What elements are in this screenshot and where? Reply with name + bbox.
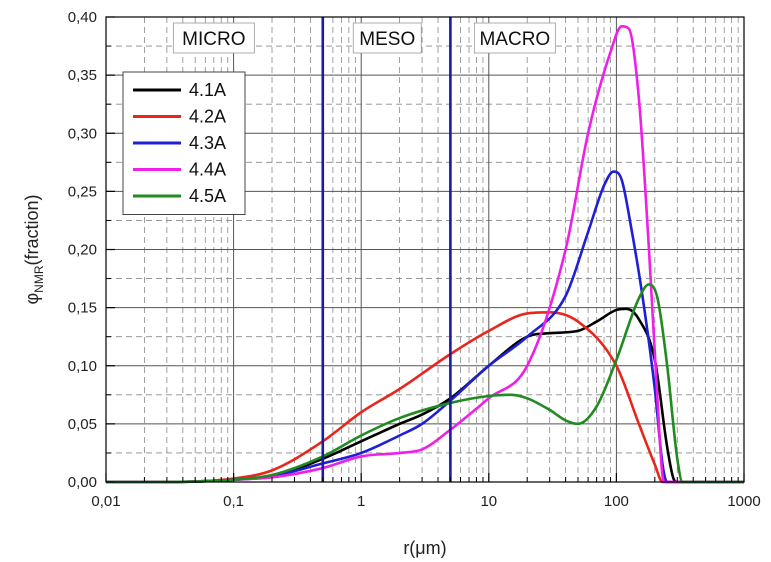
series-line-4-3A bbox=[106, 170, 744, 484]
y-axis-subscript: NMR bbox=[32, 265, 46, 293]
y-tick-label: 0,05 bbox=[68, 416, 97, 433]
series-layer bbox=[106, 25, 744, 484]
x-axis-title: r(μm) bbox=[403, 538, 446, 558]
x-tick-label: 100 bbox=[604, 493, 629, 510]
y-tick-label: 0,25 bbox=[68, 183, 97, 200]
y-tick-label: 0,40 bbox=[68, 9, 97, 26]
region-label: MACRO bbox=[479, 29, 550, 50]
legend-label: 4.3A bbox=[189, 133, 226, 153]
y-axis-title: φNMR(fraction) bbox=[22, 194, 46, 304]
y-axis-unit: (fraction) bbox=[22, 194, 42, 265]
region-label: MICRO bbox=[182, 29, 245, 50]
axis-ticks bbox=[105, 16, 745, 483]
region-label-box bbox=[172, 22, 255, 54]
legend-label: 4.5A bbox=[189, 186, 226, 206]
region-label-box bbox=[473, 22, 556, 54]
x-tick-label: 1000 bbox=[727, 493, 760, 510]
y-axis-symbol: φ bbox=[22, 293, 42, 305]
legend-label: 4.4A bbox=[189, 160, 226, 180]
x-tick-label: 1 bbox=[357, 493, 365, 510]
y-tick-label: 0,30 bbox=[68, 125, 97, 142]
series-line-4-2A bbox=[106, 310, 744, 484]
y-tick-label: 0,20 bbox=[68, 242, 97, 259]
y-tick-label: 0,35 bbox=[68, 67, 97, 84]
legend-label: 4.2A bbox=[189, 107, 226, 127]
y-tick-label: 0,10 bbox=[68, 358, 97, 375]
region-boundaries bbox=[321, 17, 452, 482]
series-line-4-4A bbox=[106, 25, 744, 484]
region-label: MESO bbox=[359, 29, 415, 50]
region-label-box bbox=[352, 22, 422, 54]
legend: 4.1A 4.2A 4.3A 4.4A 4.5A bbox=[122, 71, 246, 215]
y-tick-label: 0,00 bbox=[68, 474, 97, 491]
region-labels: MICRO MESO MACRO bbox=[172, 22, 556, 54]
x-tick-label: 0,1 bbox=[223, 493, 244, 510]
legend-label: 4.1A bbox=[189, 80, 226, 100]
series-line-4-5A bbox=[106, 283, 744, 484]
tick-labels: 0,01 0,1 1 10 100 1000 0,00 0,05 0,10 0,15 0,20 0,2… bbox=[68, 9, 761, 510]
x-tick-label: 10 bbox=[480, 493, 497, 510]
x-tick-label: 0,01 bbox=[91, 493, 120, 510]
y-tick-label: 0,15 bbox=[68, 300, 97, 317]
